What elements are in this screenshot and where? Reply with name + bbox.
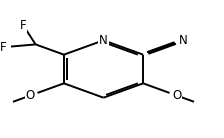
Text: N: N <box>179 34 187 47</box>
Text: O: O <box>172 89 182 102</box>
Text: O: O <box>25 89 34 102</box>
Text: N: N <box>99 34 108 47</box>
Text: F: F <box>20 19 27 32</box>
Text: F: F <box>0 41 7 54</box>
